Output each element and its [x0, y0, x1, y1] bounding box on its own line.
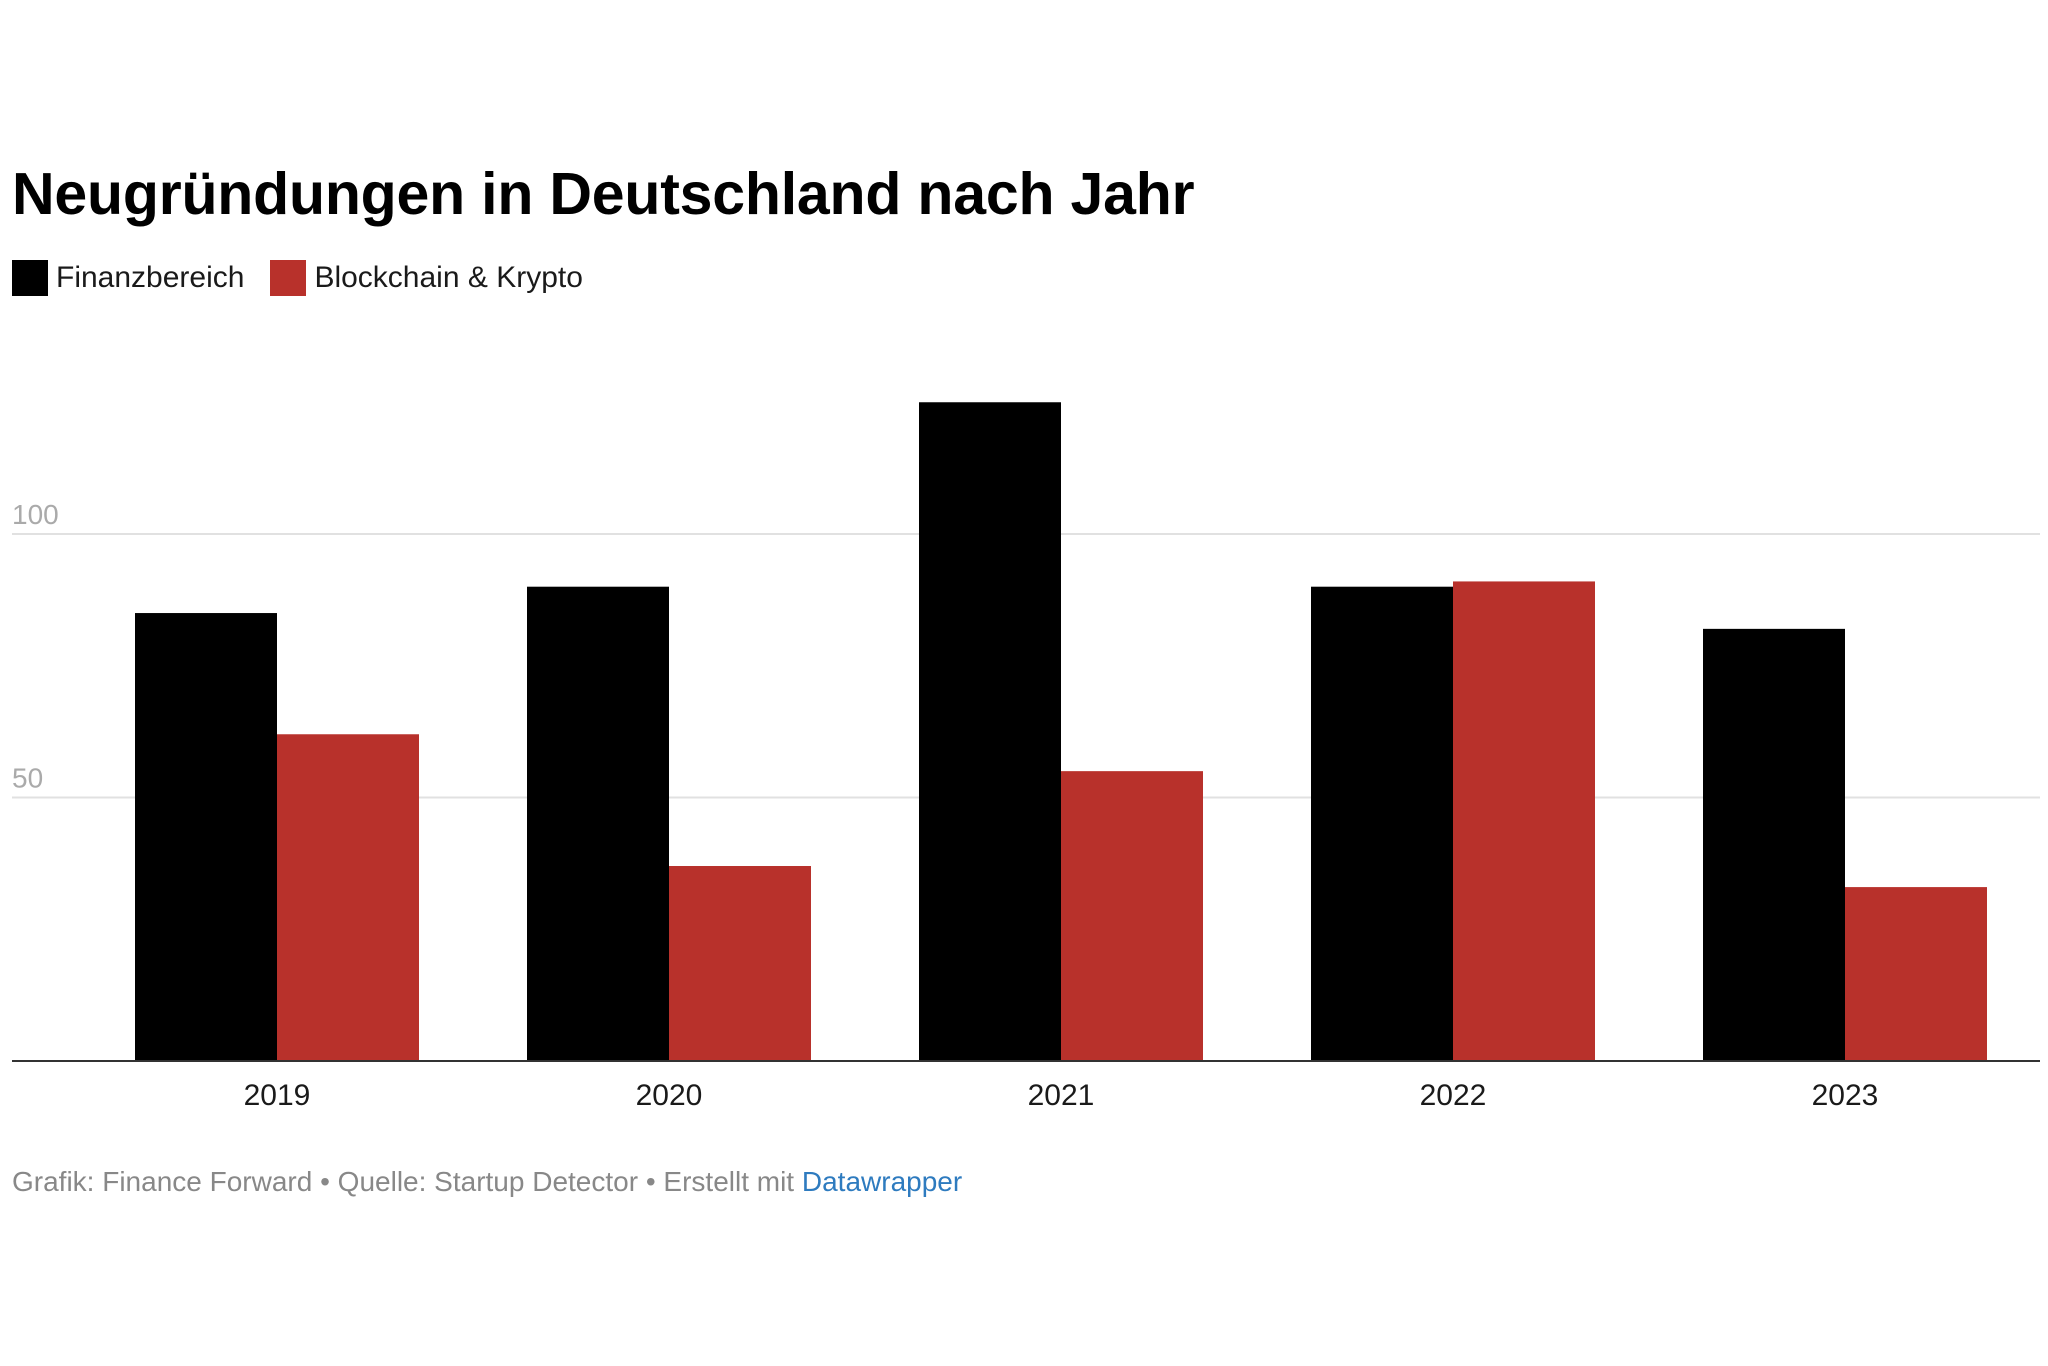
bars — [135, 402, 1987, 1061]
chart-title: Neugründungen in Deutschland nach Jahr — [12, 161, 1195, 227]
legend-swatch-finanzbereich — [12, 260, 48, 296]
x-tick-label-2019: 2019 — [244, 1079, 311, 1112]
y-tick-label-100: 100 — [12, 499, 59, 530]
datawrapper-link[interactable]: Datawrapper — [801, 1166, 963, 1197]
footer-text: Grafik: Finance Forward • Quelle: Startu… — [12, 1166, 802, 1197]
bar-blockchain-krypto-2021 — [1061, 771, 1203, 1061]
legend-label-blockchain-krypto: Blockchain & Krypto — [314, 261, 583, 294]
bar-finanzbereich-2021 — [919, 402, 1061, 1061]
x-tick-label-2020: 2020 — [636, 1079, 703, 1112]
bar-finanzbereich-2022 — [1311, 586, 1453, 1061]
bar-blockchain-krypto-2019 — [277, 734, 419, 1061]
x-tick-label-2023: 2023 — [1812, 1079, 1879, 1112]
legend: Finanzbereich Blockchain & Krypto — [12, 260, 609, 296]
legend-label-finanzbereich: Finanzbereich — [56, 261, 245, 294]
x-tick-label-2021: 2021 — [1028, 1079, 1095, 1112]
bar-blockchain-krypto-2022 — [1453, 581, 1595, 1061]
footer-credits: Grafik: Finance Forward • Quelle: Startu… — [12, 1164, 962, 1200]
legend-item-finanzbereich: Finanzbereich — [12, 260, 244, 296]
x-tick-label-2022: 2022 — [1420, 1079, 1487, 1112]
bar-blockchain-krypto-2020 — [669, 866, 811, 1061]
y-tick-label-50: 50 — [12, 763, 43, 794]
bar-finanzbereich-2020 — [527, 586, 669, 1061]
bar-finanzbereich-2019 — [135, 613, 277, 1061]
x-tick-labels: 2019 2020 2021 2022 2023 — [244, 1079, 1879, 1112]
legend-swatch-blockchain-krypto — [270, 260, 307, 296]
bar-chart: 50 100 2019 2020 2021 2022 2023 — [12, 402, 2040, 1112]
y-tick-labels: 50 100 — [12, 499, 59, 794]
bar-blockchain-krypto-2023 — [1845, 887, 1987, 1061]
bar-finanzbereich-2023 — [1703, 628, 1845, 1061]
legend-item-blockchain-krypto: Blockchain & Krypto — [270, 260, 583, 296]
